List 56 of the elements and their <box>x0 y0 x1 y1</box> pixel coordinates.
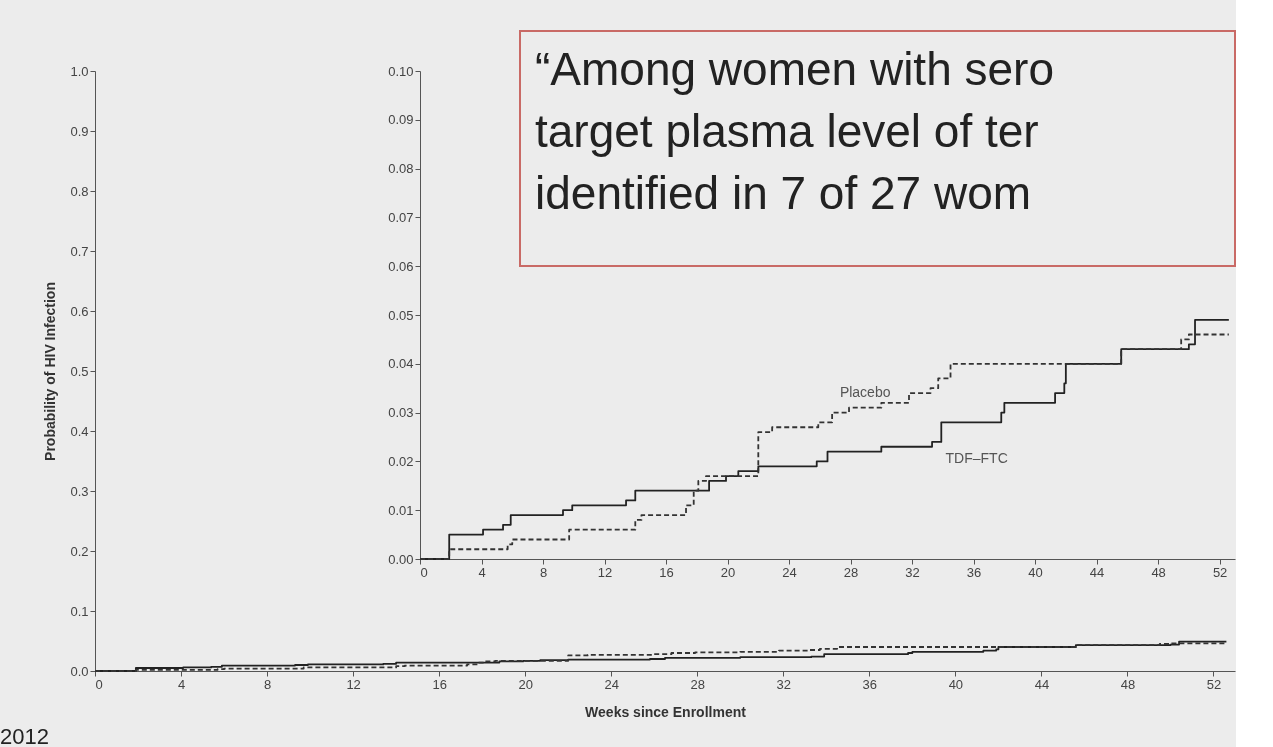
x-tick-label: 28 <box>690 676 705 692</box>
x-tick-label: 40 <box>1028 564 1043 580</box>
x-tick-label: 0 <box>420 564 428 580</box>
x-tick-label: 44 <box>1034 676 1050 692</box>
x-tick-label: 32 <box>776 676 792 692</box>
y-tick-label: 0.3 <box>70 483 89 499</box>
y-tick-label: 0.01 <box>388 502 414 518</box>
x-tick-label: 28 <box>843 564 859 580</box>
x-tick-label: 44 <box>1089 564 1105 580</box>
x-tick-label: 40 <box>948 676 964 692</box>
y-tick-label: 0.03 <box>388 405 414 421</box>
y-tick-label: 0.06 <box>388 258 414 274</box>
x-tick-label: 16 <box>659 564 674 580</box>
y-tick-label: 0.09 <box>388 112 414 128</box>
y-tick-label: 0.5 <box>70 363 89 379</box>
y-tick-label: 0.6 <box>70 303 89 319</box>
x-tick-label: 52 <box>1212 564 1228 580</box>
x-tick-label: 24 <box>604 676 619 692</box>
x-tick-label: 20 <box>518 676 533 692</box>
y-tick-label: 0.4 <box>70 423 89 439</box>
x-tick-label: 12 <box>346 676 361 692</box>
y-tick-label: 0.2 <box>70 543 89 559</box>
y-tick-label: 0.02 <box>388 453 414 469</box>
y-tick-label: 0.7 <box>70 243 89 259</box>
x-tick-label: 36 <box>966 564 982 580</box>
x-tick-label: 16 <box>432 676 447 692</box>
y-tick-label: 0.07 <box>388 209 414 225</box>
x-tick-label: 24 <box>782 564 797 580</box>
x-tick-label: 4 <box>177 676 186 692</box>
x-tick-label: 8 <box>539 564 548 580</box>
x-tick-label: 8 <box>263 676 272 692</box>
series-label: Placebo <box>839 383 891 400</box>
y-tick-label: 0.1 <box>70 603 89 619</box>
x-tick-label: 32 <box>905 564 920 580</box>
y-axis-title: Probability of HIV Infection <box>42 282 59 461</box>
x-tick-label: 4 <box>478 564 486 580</box>
y-tick-label: 0.10 <box>388 63 414 79</box>
series-label: TDF–FTC <box>945 449 1008 466</box>
x-tick-label: 36 <box>862 676 878 692</box>
x-tick-label: 52 <box>1206 676 1222 692</box>
x-axis-title: Weeks since Enrollment <box>585 703 747 720</box>
y-tick-label: 0.9 <box>70 123 89 139</box>
y-tick-label: 0.0 <box>70 663 89 679</box>
annotation: “Among women with sero target plasma level of ter identified in 7 of 27 wom <box>535 43 1054 219</box>
y-tick-label: 1.0 <box>70 63 89 79</box>
y-tick-label: 0.8 <box>70 183 89 199</box>
text: 2012 <box>0 724 49 747</box>
y-tick-label: 0.05 <box>388 307 414 323</box>
y-tick-label: 0.00 <box>388 551 414 567</box>
x-tick-label: 12 <box>597 564 613 580</box>
x-tick-label: 20 <box>720 564 736 580</box>
x-tick-label: 48 <box>1120 676 1136 692</box>
x-tick-label: 48 <box>1151 564 1166 580</box>
y-tick-label: 0.08 <box>388 161 414 177</box>
y-tick-label: 0.04 <box>388 356 414 372</box>
x-tick-label: 0 <box>95 676 103 692</box>
